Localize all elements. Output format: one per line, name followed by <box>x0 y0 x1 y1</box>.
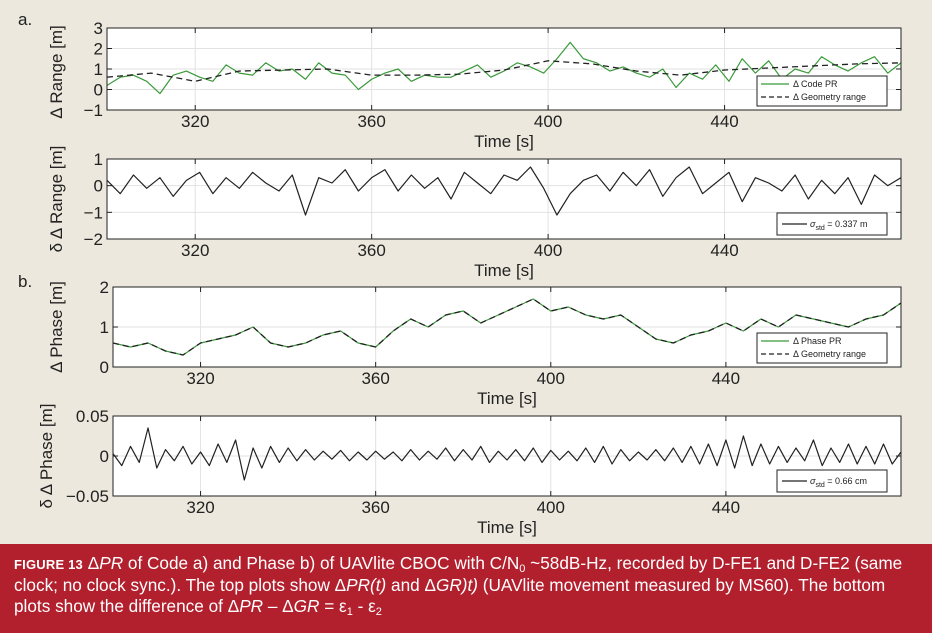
y-tick-label: 0.05 <box>76 407 109 426</box>
caption-fragment: plots show the difference of Δ <box>14 596 240 616</box>
y-tick-label: 2 <box>94 40 103 59</box>
caption-fragment: PR(t) <box>346 575 387 595</box>
x-tick-label: 360 <box>357 112 385 131</box>
y-axis-label: δ Δ Range [m] <box>47 146 66 253</box>
series-line-1 <box>107 166 901 216</box>
chart-3: 320 360 400 440 2 1 0 Time [s] Δ Phase [m] Δ Phas… <box>47 278 902 408</box>
chart-4: 320 360 400 440 0.05 0 −0.05 Time [s] δ Δ Phase … <box>37 404 902 537</box>
y-axis-label: Δ Range [m] <box>47 25 66 119</box>
legend-box <box>776 212 888 236</box>
y-tick-label: −0.05 <box>66 487 109 506</box>
series-group <box>107 166 901 216</box>
y-tick-label: −1 <box>84 101 103 120</box>
series-group <box>113 298 901 356</box>
caption-line-2: clock; no clock sync.). The top plots sh… <box>14 575 918 596</box>
y-axis-label: δ Δ Phase [m] <box>37 404 56 509</box>
caption-fragment: = ε <box>319 596 347 616</box>
caption-fragment: 2 <box>375 606 382 618</box>
caption-fragment: GR <box>293 596 320 616</box>
caption-fragment: 0 <box>519 563 526 575</box>
y-tick-label: 3 <box>94 19 103 38</box>
x-tick-label: 400 <box>537 369 565 388</box>
caption-fragment: - ε <box>352 596 376 616</box>
x-tick-label: 440 <box>710 241 738 260</box>
x-tick-label: 360 <box>361 498 389 517</box>
x-tick-label: 320 <box>181 112 209 131</box>
y-tick-label: −1 <box>84 203 103 222</box>
caption-fragment: of Code a) and Phase b) of UAVlite CBOC … <box>123 553 520 573</box>
x-tick-label: 400 <box>537 498 565 517</box>
caption-fragment: clock; no clock sync.). The top plots sh… <box>14 575 347 595</box>
x-axis-label: Time [s] <box>477 389 537 408</box>
x-tick-label: 320 <box>186 369 214 388</box>
caption-line-1-text: ΔPR of Code a) and Phase b) of UAVlite C… <box>82 553 903 575</box>
y-tick-label: 1 <box>94 60 103 79</box>
legend-box <box>756 332 888 364</box>
y-axis-label: Δ Phase [m] <box>47 281 66 373</box>
x-axis-label: Time [s] <box>474 261 534 280</box>
caption-fragment: – Δ <box>263 596 294 616</box>
figure: a. b. 320 360 400 440 3 2 1 0 −1 Time [s] Δ Range [m… <box>0 0 932 544</box>
series-line-2 <box>107 60 901 82</box>
legend-box <box>756 75 888 107</box>
caption-fragment: and Δ <box>386 575 436 595</box>
legend: Δ Code PR Δ Geometry range <box>756 75 888 107</box>
plot-area <box>107 159 901 239</box>
caption-fragment: (UAVlite movement measured by MS60). The… <box>477 575 886 595</box>
chart-1: 320 360 400 440 3 21 0−1 Time [s] Δ Range [m] Δ C… <box>47 19 902 151</box>
x-tick-label: 440 <box>712 498 740 517</box>
x-tick-label: 400 <box>534 112 562 131</box>
x-tick-label: 360 <box>357 241 385 260</box>
caption-fragment: GR)t) <box>435 575 478 595</box>
caption-fragment: PR <box>99 553 124 573</box>
axes-frame <box>106 158 902 240</box>
chart-2: 320 360 400 440 1 0 −1 −2 Time [s] δ Δ Range [m] σ… <box>47 146 902 280</box>
caption-line-3: plots show the difference of ΔPR – ΔGR =… <box>14 596 918 618</box>
figure-caption: FIGURE 13 ΔPR of Code a) and Phase b) of… <box>0 544 932 633</box>
x-tick-label: 320 <box>186 498 214 517</box>
legend-label: Δ Code PR <box>793 79 838 89</box>
legend-label: Δ Geometry range <box>793 349 866 359</box>
legend-label: Δ Phase PR <box>793 336 842 346</box>
legend-label: Δ Geometry range <box>793 92 866 102</box>
x-tick-label: 440 <box>710 112 738 131</box>
y-tick-label: −2 <box>84 230 103 249</box>
legend-label: σstd = 0.66 cm <box>810 476 867 489</box>
series-line-1 <box>107 41 901 95</box>
caption-fragment: 1 <box>346 606 353 618</box>
y-tick-label: 0 <box>100 358 109 377</box>
x-tick-label: 320 <box>181 241 209 260</box>
caption-fragment: ~58dB-Hz, recorded by D-FE1 and D-FE2 (s… <box>525 553 903 573</box>
y-tick-label: 1 <box>100 318 109 337</box>
panel-label-b: b. <box>18 272 32 291</box>
x-tick-label: 440 <box>712 369 740 388</box>
y-tick-label: 0 <box>94 177 103 196</box>
series-line-1 <box>113 427 901 481</box>
caption-line-1: FIGURE 13 ΔPR of Code a) and Phase b) of… <box>14 553 918 575</box>
y-tick-label: 0 <box>94 81 103 100</box>
legend-label: σstd = 0.337 m <box>810 219 868 232</box>
caption-fragment: PR <box>239 596 264 616</box>
y-tick-label: 1 <box>94 150 103 169</box>
x-tick-label: 360 <box>361 369 389 388</box>
legend-box <box>776 469 888 493</box>
legend: σstd = 0.337 m <box>776 212 888 236</box>
legend: σstd = 0.66 cm <box>776 469 888 493</box>
legend: Δ Phase PR Δ Geometry range <box>756 332 888 364</box>
x-axis-label: Time [s] <box>474 132 534 151</box>
y-tick-label: 0 <box>100 447 109 466</box>
x-axis-label: Time [s] <box>477 518 537 537</box>
panel-label-a: a. <box>18 10 32 29</box>
caption-fragment: Δ <box>82 553 100 573</box>
x-tick-label: 400 <box>534 241 562 260</box>
series-line-1 <box>113 298 901 356</box>
caption-lead: FIGURE 13 <box>14 557 83 572</box>
series-group <box>107 41 901 95</box>
y-tick-label: 2 <box>100 278 109 297</box>
series-group <box>113 427 901 481</box>
